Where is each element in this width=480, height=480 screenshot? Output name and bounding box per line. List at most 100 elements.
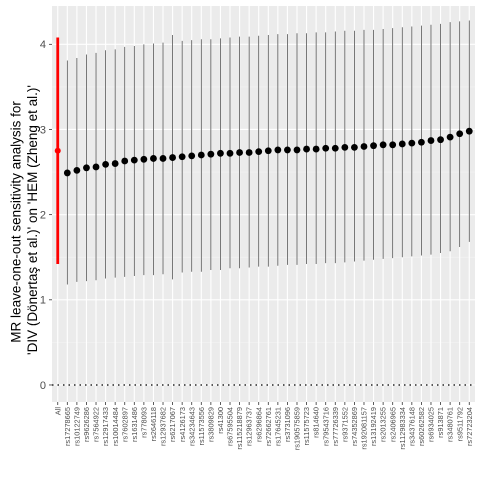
- y-axis-ticks: 0 1 2 3 4: [40, 39, 52, 392]
- point-estimate: [331, 144, 339, 152]
- point-estimate: [398, 140, 406, 148]
- x-tick-label: rs6217067: [168, 407, 177, 442]
- x-tick-label: rs17645231: [273, 407, 282, 446]
- point-estimate: [197, 151, 205, 159]
- point-estimate: [130, 156, 138, 164]
- x-tick-label: rs60262582: [417, 407, 426, 446]
- x-tick-label: rs10122749: [72, 407, 81, 446]
- x-tick-label: rs2013255: [379, 407, 388, 442]
- point-estimate: [341, 143, 349, 151]
- x-tick-label: rs115218879: [235, 407, 244, 450]
- point-estimate: [121, 157, 129, 165]
- point-estimate: [226, 149, 234, 157]
- x-tick-label: rs190575859: [293, 407, 302, 450]
- x-tick-label: rs2646118: [149, 407, 158, 441]
- x-tick-label: rs72662761: [264, 407, 273, 446]
- x-tick-label: rs192081157: [360, 407, 369, 450]
- x-tick-label: rs13192419: [369, 407, 378, 446]
- point-estimate: [408, 139, 416, 147]
- x-tick-label: rs3480761: [446, 407, 455, 442]
- x-tick-label: rs9626286: [82, 407, 91, 442]
- x-tick-label: rs79543716: [321, 407, 330, 446]
- x-tick-label: rs12937682: [159, 407, 168, 446]
- point-estimate: [284, 146, 291, 154]
- x-tick-label: rs12963737: [245, 407, 254, 446]
- point-estimate: [456, 130, 464, 138]
- x-tick-label: rs778093: [139, 407, 148, 438]
- x-tick-label: rs6934025: [427, 407, 436, 442]
- point-estimate: [312, 145, 320, 153]
- y-axis-label-line-1: MR leave-one-out sensitivity analysis fo…: [9, 101, 24, 343]
- y-tick-label: 0: [40, 380, 46, 392]
- x-tick-label: rs913871: [436, 407, 445, 438]
- y-tick-label: 1: [40, 295, 46, 307]
- x-tick-label: rs7564922: [92, 407, 101, 442]
- x-tick-label: rs10014484: [111, 407, 120, 446]
- point-estimate: [418, 138, 425, 146]
- x-tick-label: rs41300: [216, 407, 225, 434]
- x-tick-label: rs6296864: [254, 407, 263, 442]
- x-tick-label: rs34376148: [407, 407, 416, 446]
- x-tick-label: rs11575723: [302, 407, 311, 446]
- point-estimate: [351, 143, 358, 151]
- point-estimate: [207, 150, 215, 158]
- x-tick-label: rs3809829: [206, 407, 215, 442]
- x-tick-label: rs2406965: [388, 407, 397, 442]
- point-estimate: [63, 169, 71, 177]
- point-estimate: [102, 161, 109, 168]
- point-estimate: [83, 164, 90, 172]
- point-estimate: [236, 149, 243, 156]
- x-tick-label: rs9511792: [455, 407, 464, 441]
- x-tick-label: rs7602897: [120, 407, 129, 442]
- point-estimate: [217, 149, 224, 157]
- point-estimate: [255, 148, 263, 156]
- x-tick-label: rs3731096: [283, 407, 292, 442]
- point-estimate: [389, 141, 397, 149]
- y-axis-label: MR leave-one-out sensitivity analysis fo…: [9, 85, 40, 355]
- x-tick-label: rs74352869: [350, 407, 359, 446]
- x-tick-label: rs67595504: [226, 407, 235, 446]
- x-tick-label: rs17278665: [63, 407, 72, 446]
- point-estimate: [159, 155, 167, 162]
- y-tick-label: 4: [40, 39, 46, 51]
- x-tick-label: rs112983334: [398, 407, 407, 450]
- point-estimate: [427, 137, 435, 144]
- point-estimate: [140, 155, 148, 163]
- point-estimate: [274, 146, 282, 154]
- point-estimate: [379, 141, 387, 149]
- plot-panel: [52, 6, 475, 402]
- point-estimate: [264, 147, 272, 155]
- x-tick-label: rs72723204: [465, 407, 474, 446]
- point-estimate: [322, 144, 330, 152]
- point-estimate: [92, 163, 100, 171]
- point-estimate: [465, 127, 473, 135]
- x-tick-label: rs814640: [312, 407, 321, 438]
- point-estimate: [245, 149, 253, 156]
- point-estimate: [360, 143, 368, 150]
- point-estimate-all: [54, 147, 61, 154]
- x-tick-label: rs11573556: [197, 407, 206, 446]
- x-tick-label: rs34234643: [187, 407, 196, 446]
- point-estimate: [437, 136, 444, 144]
- point-estimate: [150, 155, 157, 162]
- point-estimate: [169, 154, 176, 161]
- point-estimate: [178, 153, 186, 161]
- point-estimate: [111, 160, 119, 167]
- point-estimate: [73, 166, 81, 174]
- y-tick-label: 3: [40, 124, 46, 136]
- x-tick-label: All: [53, 407, 62, 416]
- point-estimate: [370, 142, 377, 150]
- x-tick-label: rs9371552: [340, 407, 349, 442]
- point-estimate: [188, 152, 196, 160]
- x-tick-label: rs12917433: [101, 407, 110, 446]
- x-tick-label: rs1631486: [130, 407, 139, 442]
- point-estimate: [303, 145, 310, 153]
- x-tick-label: rs77726339: [331, 407, 340, 446]
- y-tick-label: 2: [40, 209, 46, 221]
- x-tick-label: rs4126173: [178, 407, 187, 442]
- point-estimate: [446, 133, 454, 141]
- y-axis-label-line-2: 'DIV (Dönertaş et al.)' on 'HEM (Zheng e…: [25, 85, 40, 355]
- x-axis-ticks: All rs17278665 rs10122749 rs9626286 rs756492…: [53, 402, 474, 450]
- point-estimate: [293, 146, 301, 154]
